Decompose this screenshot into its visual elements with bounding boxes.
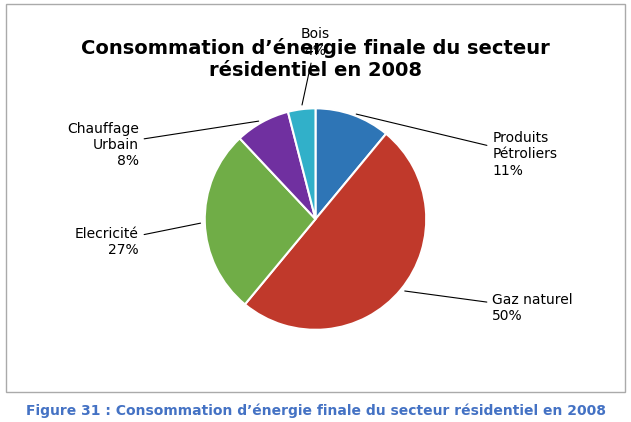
Text: Gaz naturel
50%: Gaz naturel 50% <box>404 291 573 323</box>
Wedge shape <box>205 138 316 304</box>
Wedge shape <box>240 112 316 219</box>
Text: Chauffage
Urbain
8%: Chauffage Urbain 8% <box>67 121 259 168</box>
Text: Elecricité
27%: Elecricité 27% <box>74 223 201 257</box>
Text: Bois
4%: Bois 4% <box>301 27 330 105</box>
Wedge shape <box>316 108 386 219</box>
Text: Figure 31 : Consommation d’énergie finale du secteur résidentiel en 2008: Figure 31 : Consommation d’énergie final… <box>25 403 606 418</box>
Wedge shape <box>288 108 316 219</box>
Text: Produits
Pétroliers
11%: Produits Pétroliers 11% <box>357 114 557 178</box>
Wedge shape <box>245 134 426 330</box>
Text: Consommation d’énergie finale du secteur
résidentiel en 2008: Consommation d’énergie finale du secteur… <box>81 38 550 80</box>
